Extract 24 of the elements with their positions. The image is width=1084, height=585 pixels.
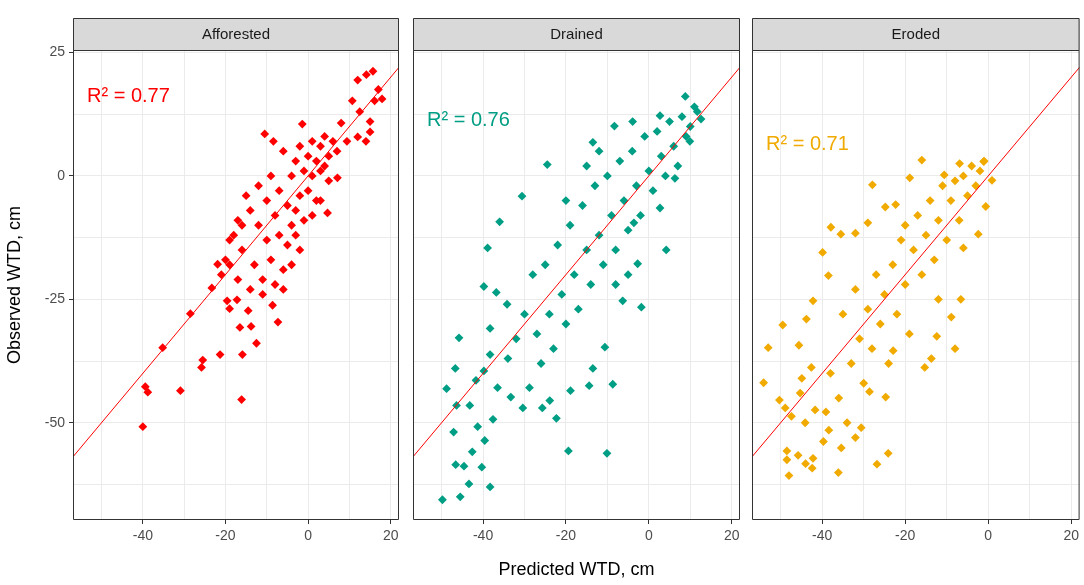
annotation: R² = 0.77 — [87, 84, 170, 106]
y-axis-title: Observed WTD, cm — [3, 205, 24, 365]
annotation: R² = 0.76 — [427, 108, 510, 130]
chart-title: Drained — [550, 25, 603, 43]
x-tick-label: -20 — [215, 527, 236, 544]
x-tick-label: 0 — [984, 527, 993, 544]
x-tick-label: 20 — [723, 527, 740, 544]
x-axis-title: Predicted WTD, cm — [498, 559, 655, 580]
chart-title: Eroded — [891, 25, 940, 43]
x-tick-label: 20 — [382, 527, 399, 544]
x-tick-label: -20 — [895, 527, 916, 544]
x-tick-label: -20 — [555, 527, 577, 544]
x-tick-label: 0 — [304, 527, 313, 544]
x-tick-label: 0 — [644, 527, 653, 544]
x-tick-label: 20 — [1063, 527, 1080, 544]
annotation: R² = 0.71 — [766, 132, 849, 154]
y-tick-label: 0 — [57, 166, 66, 183]
y-tick-label: -25 — [44, 290, 66, 307]
x-tick-label: -40 — [132, 527, 154, 544]
chart-title: Afforested — [201, 25, 271, 43]
x-tick-label: -40 — [472, 527, 494, 544]
y-tick-label: 25 — [49, 43, 66, 60]
y-tick-label: -50 — [44, 413, 66, 430]
x-tick-label: -40 — [812, 527, 833, 544]
